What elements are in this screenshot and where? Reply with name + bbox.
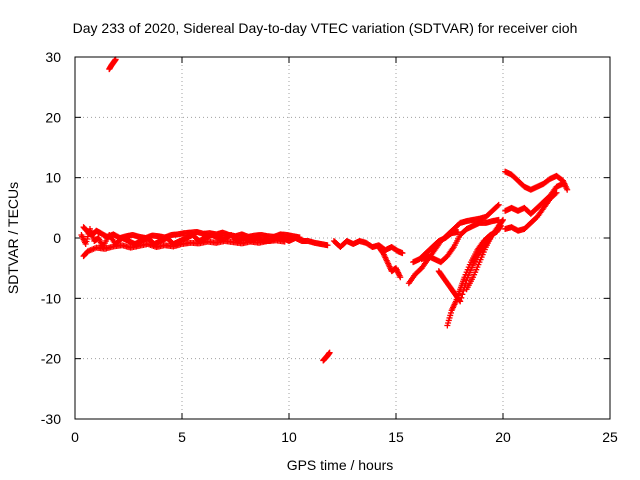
series-arc-start-high bbox=[106, 56, 119, 73]
data-point bbox=[326, 349, 333, 356]
data-point bbox=[399, 250, 406, 257]
series-arc-14-15.5h bbox=[375, 244, 404, 281]
data-point bbox=[494, 202, 501, 209]
x-axis-label: GPS time / hours bbox=[287, 457, 394, 473]
x-tick-label: 20 bbox=[495, 429, 511, 445]
series-arc-20-23h-mid bbox=[502, 180, 566, 217]
series-arc-0-12h-upper bbox=[80, 224, 303, 241]
data-point bbox=[499, 217, 506, 224]
x-tick-label: 10 bbox=[281, 429, 297, 445]
data-point bbox=[455, 228, 462, 235]
y-tick-label: 20 bbox=[45, 109, 61, 125]
x-tick-label: 25 bbox=[602, 429, 618, 445]
y-axis-label: SDTVAR / TECUs bbox=[5, 182, 21, 294]
data-point bbox=[296, 234, 303, 241]
y-tick-label: -30 bbox=[41, 411, 61, 427]
data-points bbox=[78, 56, 571, 364]
y-tick-label: -10 bbox=[41, 290, 61, 306]
y-tick-label: 30 bbox=[45, 49, 61, 65]
chart-title: Day 233 of 2020, Sidereal Day-to-day VTE… bbox=[73, 20, 578, 36]
series-arc-18.3-20h bbox=[463, 216, 506, 293]
data-point bbox=[553, 189, 560, 196]
series-arc-20-23h-high bbox=[502, 168, 571, 193]
series-arc-15.8-17.5h bbox=[410, 228, 462, 266]
data-point bbox=[459, 291, 466, 298]
data-point bbox=[552, 190, 559, 197]
data-point bbox=[500, 216, 506, 223]
series-arc-20-23h-low bbox=[502, 189, 560, 234]
plot-frame bbox=[74, 56, 611, 420]
data-point bbox=[397, 274, 404, 281]
y-tick-label: -20 bbox=[41, 351, 61, 367]
series-arc-12-15h bbox=[330, 238, 406, 257]
data-point bbox=[324, 242, 331, 249]
x-tick-label: 15 bbox=[388, 429, 404, 445]
x-tick-label: 5 bbox=[178, 429, 186, 445]
data-point bbox=[559, 180, 566, 187]
series-arc-noon-low bbox=[320, 349, 333, 364]
x-tick-label: 0 bbox=[71, 429, 79, 445]
data-point bbox=[281, 238, 288, 245]
y-tick-label: 10 bbox=[45, 170, 61, 186]
data-point bbox=[495, 201, 502, 208]
data-point bbox=[564, 186, 571, 193]
y-tick-label: 0 bbox=[53, 230, 61, 246]
series-arc-0-12h-lower bbox=[80, 237, 288, 260]
